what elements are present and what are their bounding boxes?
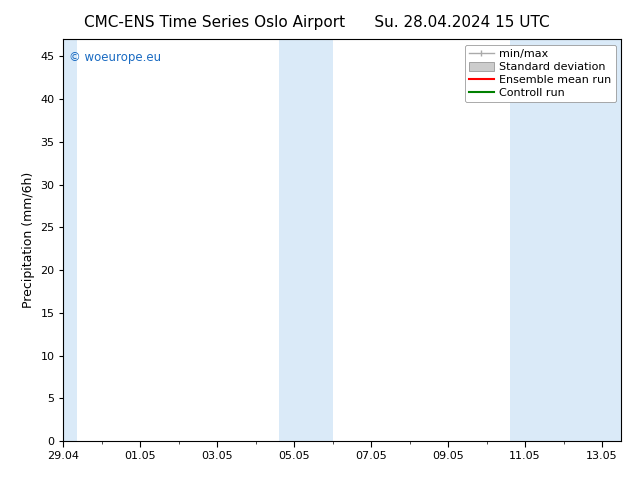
Legend: min/max, Standard deviation, Ensemble mean run, Controll run: min/max, Standard deviation, Ensemble me…: [465, 45, 616, 102]
Text: CMC-ENS Time Series Oslo Airport      Su. 28.04.2024 15 UTC: CMC-ENS Time Series Oslo Airport Su. 28.…: [84, 15, 550, 30]
Text: © woeurope.eu: © woeurope.eu: [69, 51, 161, 64]
Bar: [510, 39, 621, 441]
Bar: [63, 39, 77, 441]
Y-axis label: Precipitation (mm/6h): Precipitation (mm/6h): [22, 172, 35, 308]
Bar: [279, 39, 333, 441]
